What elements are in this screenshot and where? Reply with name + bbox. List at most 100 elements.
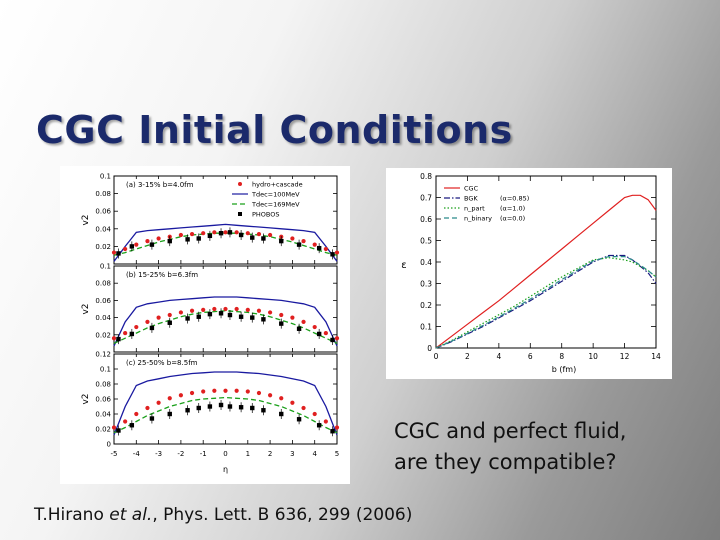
hydro-cascade-point — [245, 231, 250, 236]
x-tick-label: 8 — [559, 352, 564, 361]
phobos-point — [238, 232, 244, 238]
y-tick-label: 0.7 — [420, 194, 432, 203]
x-tick-label: 3 — [290, 450, 294, 458]
hydro-cascade-point — [123, 330, 128, 336]
y-tick-label: 0.12 — [95, 351, 111, 359]
phobos-point — [129, 331, 135, 337]
series-line-tdec-169mev — [113, 396, 338, 434]
eccentricity-chart: 0 0.1 0.2 0.3 0.4 0.5 0.6 0.7 0.8 0 2 4 6 8 10 12 14 b (f… — [401, 172, 661, 374]
hydro-cascade-point — [212, 230, 217, 235]
hydro-cascade-point — [201, 307, 206, 312]
hydro-cascade-point — [212, 388, 217, 393]
y-axis-label: ε — [401, 260, 406, 271]
legend-extra: (α=0.0) — [500, 215, 525, 223]
hydro-cascade-point — [134, 324, 139, 330]
y-tick-label: 0.04 — [95, 225, 111, 233]
x-tick-label: 14 — [651, 352, 661, 361]
phobos-point — [296, 326, 302, 331]
phobos-point — [316, 245, 322, 251]
phobos-point — [185, 408, 190, 413]
hydro-cascade-point — [268, 393, 273, 398]
hydro-cascade-point — [145, 319, 150, 324]
y-tick-label: 0.08 — [95, 280, 111, 288]
hydro-cascade-point — [145, 239, 150, 244]
hydro-cascade-point — [323, 246, 328, 252]
x-tick-label: 0 — [434, 352, 439, 361]
x-tick-label: -4 — [133, 450, 141, 458]
series-line-tdec-169mev — [113, 232, 338, 256]
v2-panel-2: 0.02 0.04 0.06 0.08 0.1 v2 (b) 15-25% b=6.3fm — [81, 263, 340, 353]
phobos-point — [218, 231, 224, 236]
panel-frame — [113, 175, 338, 265]
hydro-cascade-point — [123, 419, 128, 424]
y-tick-label: 0.08 — [95, 190, 111, 198]
hydro-cascade-point — [245, 307, 250, 312]
phobos-point — [330, 429, 335, 434]
hydro-cascade-point — [123, 246, 128, 252]
x-tick-label: 10 — [588, 352, 598, 361]
y-axis-label: v2 — [81, 393, 91, 404]
hydro-cascade-point — [279, 312, 284, 318]
phobos-point — [196, 314, 201, 319]
legend-marker — [238, 182, 242, 186]
phobos-point — [238, 405, 244, 410]
phobos-point — [227, 404, 233, 409]
hydro-cascade-point — [290, 236, 295, 241]
legend-extra: (α=1.0) — [500, 205, 525, 213]
hydro-cascade-point — [301, 239, 306, 244]
slide-caption: CGC and perfect fluid, are they compatib… — [394, 416, 627, 478]
citation-author: T.Hirano — [34, 505, 110, 525]
y-tick-label: 0.3 — [420, 280, 432, 289]
series-line-tdec-169mev — [113, 310, 338, 344]
x-tick-label: 4 — [312, 450, 317, 458]
panel-frame — [113, 353, 338, 445]
x-tick-label: 12 — [620, 352, 630, 361]
hydro-cascade-point — [156, 400, 161, 405]
phobos-point — [129, 423, 135, 428]
phobos-point — [227, 312, 233, 318]
hydro-cascade-point — [223, 230, 228, 235]
y-tick-label: 0.4 — [420, 258, 432, 267]
series-line-tdec-100mev — [113, 371, 338, 436]
legend-label: Tdec=100MeV — [251, 191, 300, 199]
phobos-point — [149, 242, 155, 247]
legend-label: n_binary — [464, 215, 492, 223]
hydro-cascade-point — [223, 306, 228, 312]
y-tick-label: 0.06 — [95, 396, 111, 404]
phobos-point — [196, 236, 201, 241]
eccentricity-figure: 0 0.1 0.2 0.3 0.4 0.5 0.6 0.7 0.8 0 2 4 6 8 10 12 14 b (f… — [386, 168, 672, 379]
hydro-cascade-point — [156, 315, 161, 320]
caption-line-1: CGC and perfect fluid, — [394, 419, 627, 443]
x-tick-label: 1 — [246, 450, 250, 458]
x-tick-label: 2 — [465, 352, 470, 361]
legend-label: hydro+cascade — [252, 181, 303, 189]
hydro-cascade-point — [268, 310, 273, 315]
y-tick-label: 0.1 — [420, 323, 432, 332]
phobos-point — [250, 315, 255, 320]
hydro-cascade-point — [245, 389, 250, 394]
caption-line-2: are they compatible? — [394, 450, 617, 474]
phobos-point — [116, 428, 121, 433]
x-tick-label: -5 — [111, 450, 118, 458]
phobos-point — [116, 336, 121, 342]
hydro-cascade-point — [268, 232, 273, 238]
citation-journal: , Phys. Lett. B 636, 299 (2006) — [152, 505, 413, 525]
hydro-cascade-point — [201, 389, 206, 394]
y-tick-label: 0.06 — [95, 297, 111, 305]
phobos-point — [207, 311, 213, 317]
y-tick-label: 0.5 — [420, 237, 432, 246]
hydro-cascade-point — [234, 388, 239, 393]
hydro-cascade-point — [234, 306, 239, 312]
x-tick-label: 2 — [268, 450, 272, 458]
hydro-cascade-point — [334, 425, 340, 430]
panel-label: (a) 3-15% b=4.0fm — [126, 181, 194, 189]
phobos-point — [279, 321, 284, 326]
hydro-cascade-point — [256, 308, 262, 313]
phobos-point — [296, 242, 302, 247]
phobos-point — [330, 337, 335, 343]
phobos-point — [167, 320, 172, 325]
legend-label: PHOBOS — [252, 211, 280, 219]
y-tick-label: 0.1 — [100, 366, 111, 374]
series-line-cgc — [435, 194, 657, 349]
series-line-tdec-100mev — [113, 223, 338, 262]
